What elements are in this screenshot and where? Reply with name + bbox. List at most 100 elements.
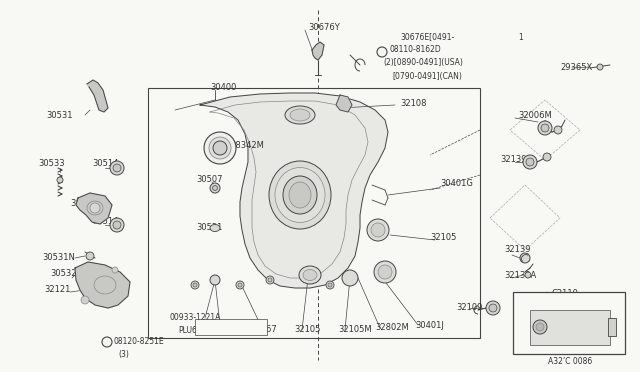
- Circle shape: [57, 177, 63, 183]
- Polygon shape: [200, 93, 388, 288]
- Text: 32121: 32121: [44, 285, 70, 294]
- Text: 30401G: 30401G: [440, 179, 473, 187]
- Text: C2110: C2110: [552, 289, 579, 298]
- Text: 30532: 30532: [50, 269, 77, 279]
- Text: 32867: 32867: [250, 326, 276, 334]
- Text: 30531N: 30531N: [42, 253, 75, 263]
- Circle shape: [236, 281, 244, 289]
- Ellipse shape: [210, 224, 220, 231]
- Circle shape: [113, 164, 121, 172]
- Circle shape: [112, 267, 118, 273]
- Text: 32006M: 32006M: [518, 112, 552, 121]
- Bar: [148, 88, 480, 338]
- Polygon shape: [76, 193, 112, 224]
- Text: 1: 1: [518, 32, 523, 42]
- Circle shape: [81, 296, 89, 304]
- Text: 30514: 30514: [92, 158, 118, 167]
- Text: 32105M: 32105M: [338, 326, 372, 334]
- Text: 29365X: 29365X: [560, 62, 592, 71]
- Text: 32105: 32105: [294, 326, 321, 334]
- Circle shape: [268, 278, 272, 282]
- Circle shape: [212, 186, 218, 190]
- Text: 38342M: 38342M: [230, 141, 264, 151]
- Text: 00933-1221A: 00933-1221A: [170, 314, 221, 323]
- Circle shape: [486, 301, 500, 315]
- Circle shape: [110, 218, 124, 232]
- Ellipse shape: [209, 137, 231, 159]
- Text: B: B: [104, 340, 109, 344]
- Text: 32105: 32105: [430, 234, 456, 243]
- Text: 30531: 30531: [46, 112, 72, 121]
- Ellipse shape: [285, 106, 315, 124]
- Text: 08120-8251E: 08120-8251E: [113, 337, 164, 346]
- Text: 08110-8162D: 08110-8162D: [390, 45, 442, 55]
- Bar: [530, 310, 610, 345]
- Text: 32139: 32139: [504, 246, 531, 254]
- Text: 32139M: 32139M: [500, 154, 534, 164]
- Circle shape: [523, 155, 537, 169]
- Circle shape: [520, 253, 530, 263]
- Text: [0790-0491](CAN): [0790-0491](CAN): [392, 71, 462, 80]
- Bar: [195, 319, 267, 335]
- Text: 30401J: 30401J: [415, 321, 444, 330]
- Text: 30676Y: 30676Y: [308, 22, 340, 32]
- Text: 32139A: 32139A: [504, 270, 536, 279]
- Circle shape: [110, 161, 124, 175]
- Circle shape: [526, 158, 534, 166]
- Circle shape: [210, 183, 220, 193]
- Circle shape: [536, 323, 544, 331]
- Ellipse shape: [371, 223, 385, 237]
- Bar: [608, 318, 616, 336]
- Circle shape: [533, 320, 547, 334]
- Circle shape: [102, 337, 112, 347]
- Ellipse shape: [374, 261, 396, 283]
- Text: 30400: 30400: [210, 83, 236, 93]
- Circle shape: [90, 203, 100, 213]
- Text: (2)[0890-0491](USA): (2)[0890-0491](USA): [383, 58, 463, 67]
- Ellipse shape: [204, 132, 236, 164]
- Ellipse shape: [213, 141, 227, 155]
- Circle shape: [193, 283, 197, 287]
- Text: 32109: 32109: [456, 304, 483, 312]
- Text: PLU6(1): PLU6(1): [178, 326, 207, 334]
- Circle shape: [238, 283, 242, 287]
- Text: A32’C 0086: A32’C 0086: [548, 357, 592, 366]
- Ellipse shape: [283, 176, 317, 214]
- Polygon shape: [75, 262, 130, 308]
- Circle shape: [538, 121, 552, 135]
- Circle shape: [377, 47, 387, 57]
- Circle shape: [326, 281, 334, 289]
- Circle shape: [113, 221, 121, 229]
- Ellipse shape: [289, 182, 311, 208]
- Ellipse shape: [299, 266, 321, 284]
- Circle shape: [210, 275, 220, 285]
- Text: 30514: 30514: [92, 218, 118, 227]
- Text: 32802M: 32802M: [375, 324, 409, 333]
- Ellipse shape: [290, 109, 310, 121]
- Ellipse shape: [367, 219, 389, 241]
- Ellipse shape: [275, 167, 325, 222]
- Circle shape: [328, 283, 332, 287]
- Text: 30533: 30533: [38, 160, 65, 169]
- Polygon shape: [312, 42, 324, 60]
- Ellipse shape: [378, 265, 392, 279]
- Circle shape: [554, 126, 562, 134]
- Text: (3): (3): [118, 350, 129, 359]
- Circle shape: [597, 64, 603, 70]
- Polygon shape: [336, 95, 352, 112]
- Ellipse shape: [303, 269, 317, 280]
- Circle shape: [541, 124, 549, 132]
- Circle shape: [543, 153, 551, 161]
- Text: 30676E[0491-: 30676E[0491-: [400, 32, 454, 42]
- Text: B: B: [380, 49, 385, 55]
- Ellipse shape: [342, 270, 358, 286]
- Bar: [513, 292, 625, 354]
- Ellipse shape: [269, 161, 331, 229]
- Text: 30507: 30507: [196, 174, 223, 183]
- Circle shape: [525, 272, 531, 278]
- Circle shape: [86, 252, 94, 260]
- Text: 32108: 32108: [400, 99, 426, 109]
- Polygon shape: [87, 80, 108, 112]
- Text: 30502: 30502: [70, 199, 97, 208]
- Circle shape: [191, 281, 199, 289]
